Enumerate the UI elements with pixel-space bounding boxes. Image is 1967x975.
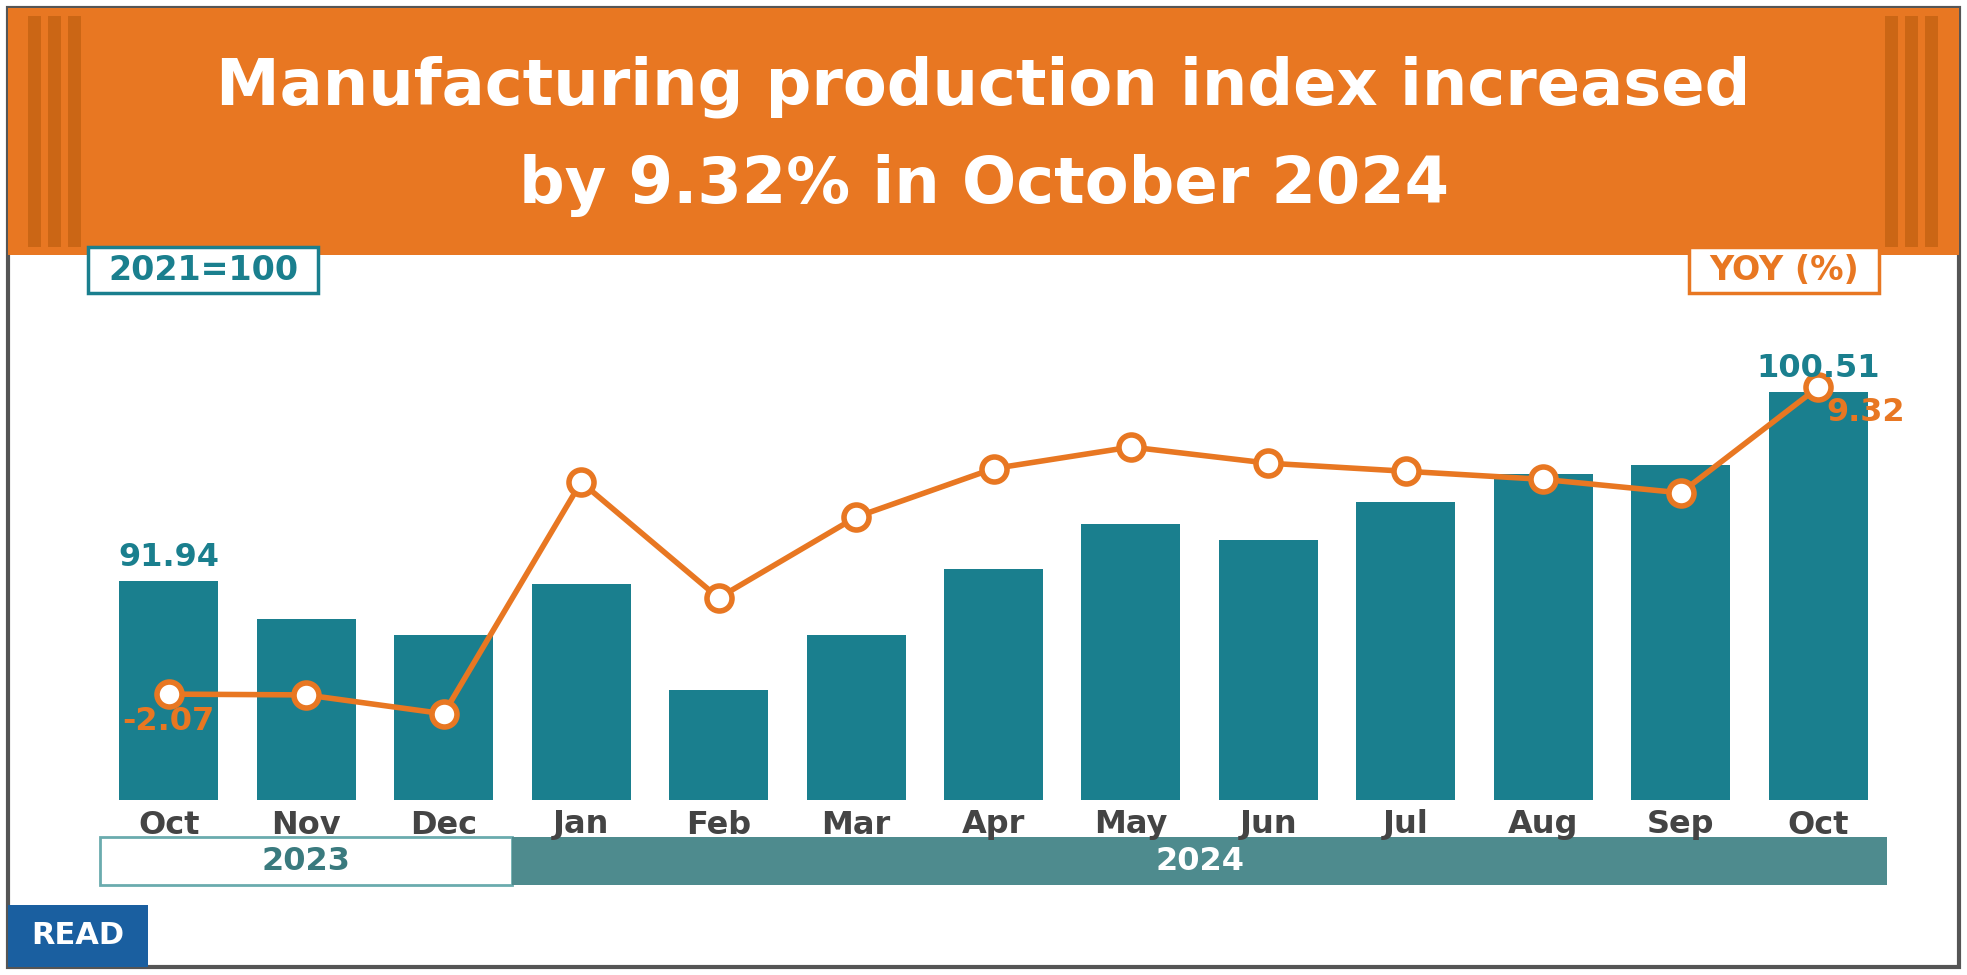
Bar xyxy=(1690,247,1878,293)
Text: Sep: Sep xyxy=(1646,809,1715,840)
Bar xyxy=(531,584,631,800)
Text: Feb: Feb xyxy=(686,809,751,840)
Bar xyxy=(8,905,148,967)
Bar xyxy=(1493,474,1593,800)
Text: READ: READ xyxy=(31,921,124,951)
Text: Nov: Nov xyxy=(271,809,340,840)
Text: Jul: Jul xyxy=(1383,809,1428,840)
Bar xyxy=(1220,540,1318,800)
Bar xyxy=(258,619,356,800)
Bar xyxy=(1768,392,1869,800)
Bar xyxy=(806,635,905,800)
Bar xyxy=(1884,16,1898,247)
Text: -2.07: -2.07 xyxy=(122,706,214,737)
Text: by 9.32% in October 2024: by 9.32% in October 2024 xyxy=(519,154,1448,217)
Text: 9.32: 9.32 xyxy=(1825,397,1904,428)
Bar xyxy=(28,16,41,247)
Text: 2023: 2023 xyxy=(262,845,350,877)
Bar xyxy=(1631,465,1731,800)
Bar xyxy=(944,568,1043,800)
Text: Apr: Apr xyxy=(962,809,1025,840)
Text: Jan: Jan xyxy=(553,809,610,840)
Text: YOY (%): YOY (%) xyxy=(1709,254,1859,287)
Bar xyxy=(8,8,1959,255)
Bar xyxy=(1926,16,1937,247)
Text: Manufacturing production index increased: Manufacturing production index increased xyxy=(216,56,1751,118)
Text: 91.94: 91.94 xyxy=(118,542,218,573)
Text: Jun: Jun xyxy=(1239,809,1296,840)
Bar xyxy=(69,16,81,247)
Bar xyxy=(47,16,61,247)
Text: May: May xyxy=(1094,809,1168,840)
Bar xyxy=(393,635,494,800)
Bar xyxy=(89,247,319,293)
Text: 2021=100: 2021=100 xyxy=(108,254,299,287)
Bar xyxy=(120,581,218,800)
Text: Oct: Oct xyxy=(1788,809,1849,840)
Bar xyxy=(1904,16,1918,247)
Text: Oct: Oct xyxy=(138,809,199,840)
Text: Mar: Mar xyxy=(822,809,891,840)
Text: Dec: Dec xyxy=(409,809,478,840)
Text: 2024: 2024 xyxy=(1155,845,1245,877)
Text: 100.51: 100.51 xyxy=(1757,353,1880,384)
Bar xyxy=(1357,502,1456,800)
Bar xyxy=(1082,525,1180,800)
Bar xyxy=(100,837,511,885)
Text: Aug: Aug xyxy=(1509,809,1580,840)
Bar xyxy=(669,689,767,800)
Bar xyxy=(511,837,1886,885)
